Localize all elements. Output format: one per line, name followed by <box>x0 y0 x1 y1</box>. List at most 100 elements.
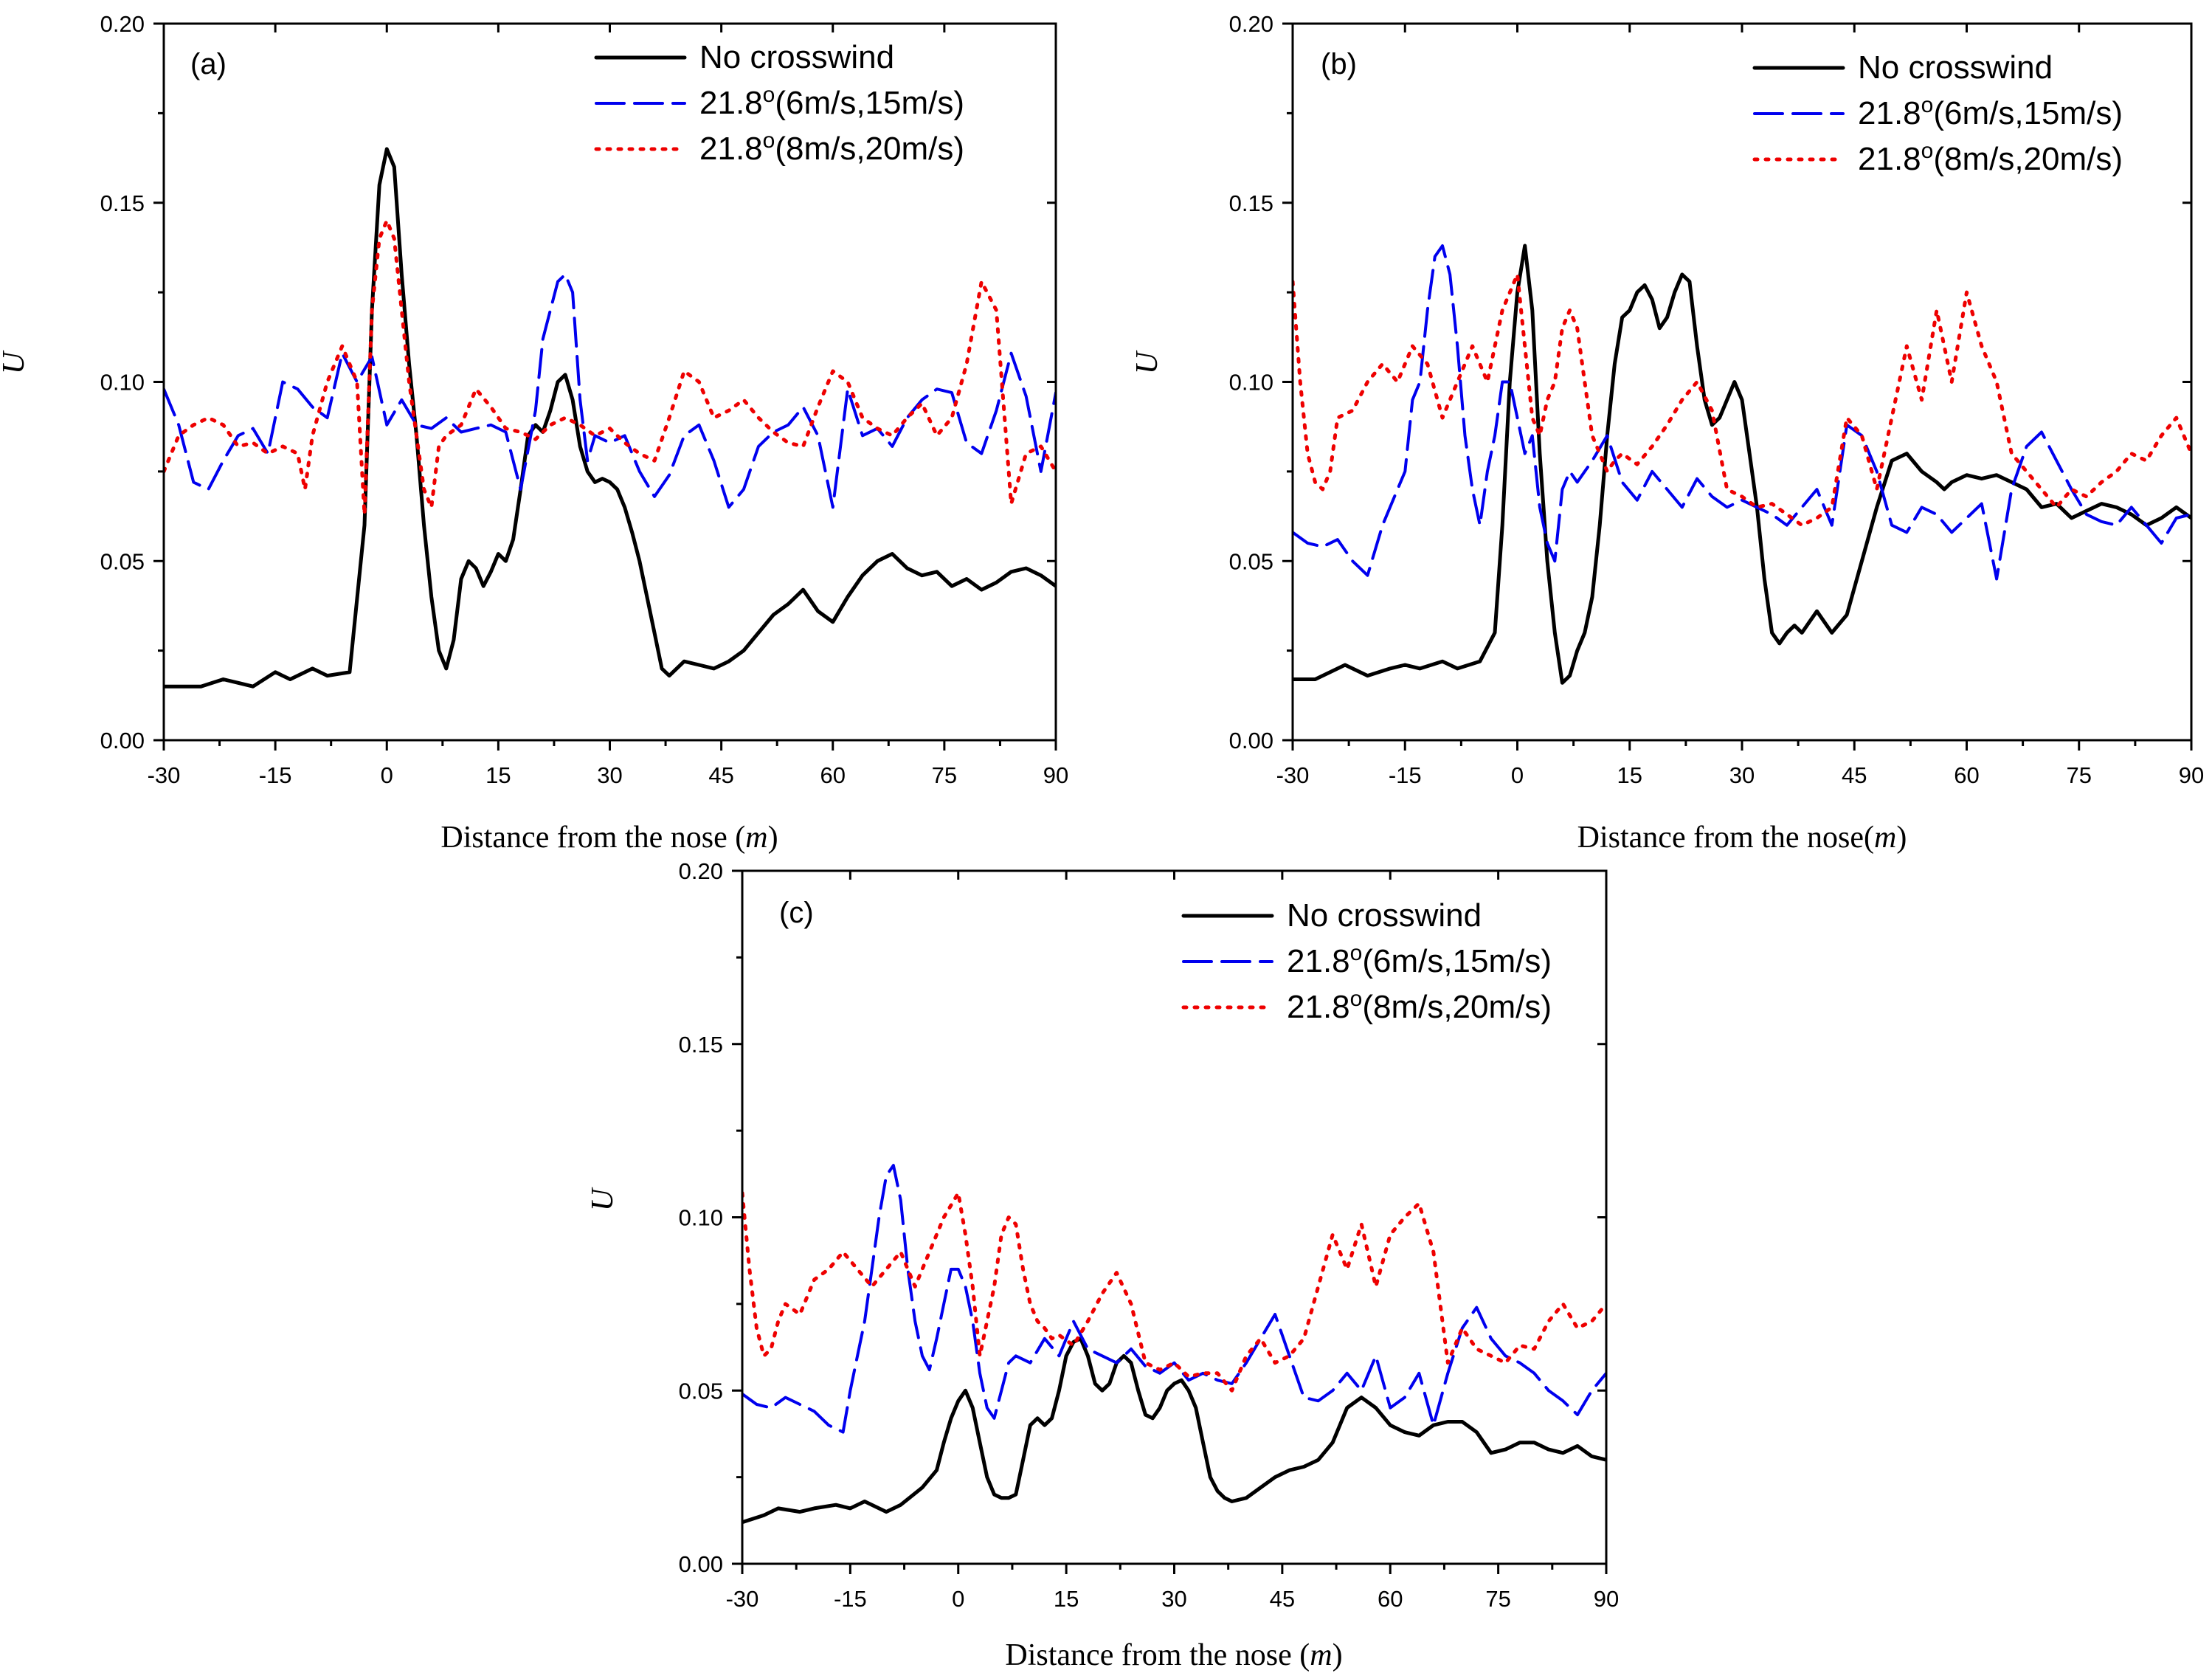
legend-text-part: (6m/s,15m/s) <box>1362 943 1552 979</box>
series-line-s1 <box>742 1164 1606 1434</box>
legend-label-s2: 21.8o(8m/s,20m/s) <box>699 128 964 168</box>
y-tick-label: 0.00 <box>1229 728 1273 753</box>
y-axis-title: U <box>586 1187 620 1211</box>
x-tick-label: -15 <box>259 762 292 788</box>
y-tick-label: 0.10 <box>1229 370 1273 396</box>
x-tick-label: -30 <box>148 762 181 788</box>
x-axis-title-close: ) <box>768 821 778 855</box>
x-axis-title-text: Distance from the nose ( <box>440 821 745 855</box>
y-axis-title: U <box>0 350 31 374</box>
x-tick-label: 90 <box>1594 1586 1619 1612</box>
x-tick-label: 75 <box>1485 1586 1510 1612</box>
legend: No crosswind21.8o(6m/s,15m/s)21.8o(8m/s,… <box>1752 49 2123 178</box>
x-tick-label: 0 <box>381 762 393 788</box>
legend-label-no_crosswind: No crosswind <box>699 39 894 75</box>
series-line-no_crosswind <box>742 1336 1606 1525</box>
y-tick-label: 0.15 <box>679 1032 723 1058</box>
y-tick-label: 0.15 <box>1229 190 1273 216</box>
x-axis-title-unit: m <box>1310 1638 1332 1672</box>
x-axis-title: Distance from the nose (m) <box>1005 1638 1342 1672</box>
y-tick-label: 0.00 <box>679 1551 723 1577</box>
legend-text-part: No crosswind <box>1858 49 2053 86</box>
series-line-s1 <box>1293 244 2191 581</box>
y-tick-label: 0.20 <box>679 858 723 884</box>
legend-degree: o <box>1921 139 1934 163</box>
legend-text-part: 21.8 <box>699 131 763 167</box>
legend-label-s1: 21.8o(6m/s,15m/s) <box>1858 93 2123 132</box>
y-tick-label: 0.20 <box>100 11 145 37</box>
y-tick-label: 0.05 <box>679 1378 723 1404</box>
panel-c: -30 -15 0 15 30 45 60 75 90 0.00 0.05 0.10 0.15 0.20 (… <box>586 858 1619 1672</box>
series-group <box>164 147 1056 689</box>
series-group <box>1293 244 2191 685</box>
x-axis-title-close: ) <box>1333 1638 1343 1672</box>
series-group <box>742 1164 1606 1525</box>
panel-a: -30 -15 0 15 30 45 60 75 90 0.00 0.05 0.10 0.15 0.20 (… <box>0 11 1068 855</box>
x-tick-label: 75 <box>2067 762 2092 788</box>
legend-label-no_crosswind: No crosswind <box>1287 897 1482 934</box>
legend-text-part: 21.8 <box>1287 989 1350 1025</box>
x-axis-title: Distance from the nose(m) <box>1577 821 1907 855</box>
x-tick-label: 30 <box>1161 1586 1186 1612</box>
series-line-s2 <box>1293 272 2191 528</box>
y-tick-label: 0.20 <box>1229 11 1273 37</box>
legend-label-s1: 21.8o(6m/s,15m/s) <box>699 83 964 122</box>
x-axis-title-text: Distance from the nose ( <box>1005 1638 1310 1672</box>
series-line-s2 <box>164 218 1056 517</box>
x-axis-title-text: Distance from the nose( <box>1577 821 1874 855</box>
legend-label-s2: 21.8o(8m/s,20m/s) <box>1858 139 2123 178</box>
legend: No crosswind21.8o(6m/s,15m/s)21.8o(8m/s,… <box>1181 897 1552 1026</box>
legend-degree: o <box>1350 987 1363 1011</box>
legend-degree: o <box>1350 941 1363 965</box>
x-axis-title-unit: m <box>745 821 767 855</box>
x-tick-label: 45 <box>1842 762 1867 788</box>
y-tick-label: 0.05 <box>1229 548 1273 574</box>
legend-text-part: No crosswind <box>1287 897 1482 934</box>
legend-text-part: 21.8 <box>1858 95 1921 131</box>
legend: No crosswind 21.8o(6m/s,15m/s) 21.8o(8m/s,… <box>594 39 964 168</box>
x-tick-label: -30 <box>1276 762 1310 788</box>
legend-text-part: No crosswind <box>699 39 894 75</box>
legend-text-part: 21.8 <box>699 85 763 121</box>
x-tick-label: 0 <box>1511 762 1524 788</box>
x-tick-label: -30 <box>726 1586 759 1612</box>
y-tick-label: 0.10 <box>679 1205 723 1231</box>
x-tick-label: 60 <box>820 762 846 788</box>
x-tick-label: -15 <box>1389 762 1422 788</box>
x-tick-label: 30 <box>1729 762 1755 788</box>
legend-text-part: (6m/s,15m/s) <box>775 85 964 121</box>
x-tick-label: 45 <box>1270 1586 1295 1612</box>
x-tick-label: 90 <box>1043 762 1068 788</box>
series-line-no_crosswind <box>164 147 1056 689</box>
x-tick-label: 90 <box>2179 762 2204 788</box>
x-tick-label: 45 <box>708 762 733 788</box>
legend-text-part: (8m/s,20m/s) <box>1933 141 2123 177</box>
x-tick-label: 15 <box>1054 1586 1079 1612</box>
legend-label-s1: 21.8o(6m/s,15m/s) <box>1287 941 1552 980</box>
x-tick-label: 60 <box>1378 1586 1403 1612</box>
legend-text-part: 21.8 <box>1287 943 1350 979</box>
x-tick-label: -15 <box>834 1586 867 1612</box>
legend-label-no_crosswind: No crosswind <box>1858 49 2053 86</box>
legend-label-s2: 21.8o(8m/s,20m/s) <box>1287 987 1552 1026</box>
x-axis-title-unit: m <box>1874 821 1896 855</box>
x-tick-label: 15 <box>1617 762 1642 788</box>
panel-label: (c) <box>779 897 814 929</box>
legend-degree: o <box>763 128 775 153</box>
y-axis-title: U <box>1130 350 1164 374</box>
y-tick-label: 0.00 <box>100 728 145 753</box>
panel-label: (a) <box>190 48 227 80</box>
series-line-s1 <box>164 272 1056 509</box>
x-tick-label: 60 <box>1954 762 1979 788</box>
legend-degree: o <box>1921 93 1934 117</box>
legend-degree: o <box>763 83 775 107</box>
y-tick-label: 0.10 <box>100 370 145 396</box>
y-tick-label: 0.15 <box>100 190 145 216</box>
x-tick-label: 15 <box>485 762 511 788</box>
legend-text-part: (8m/s,20m/s) <box>1362 989 1552 1025</box>
x-axis-title: Distance from the nose (m) <box>440 821 778 855</box>
y-tick-label: 0.05 <box>100 548 145 574</box>
x-tick-label: 30 <box>597 762 622 788</box>
x-axis-title-close: ) <box>1896 821 1907 855</box>
